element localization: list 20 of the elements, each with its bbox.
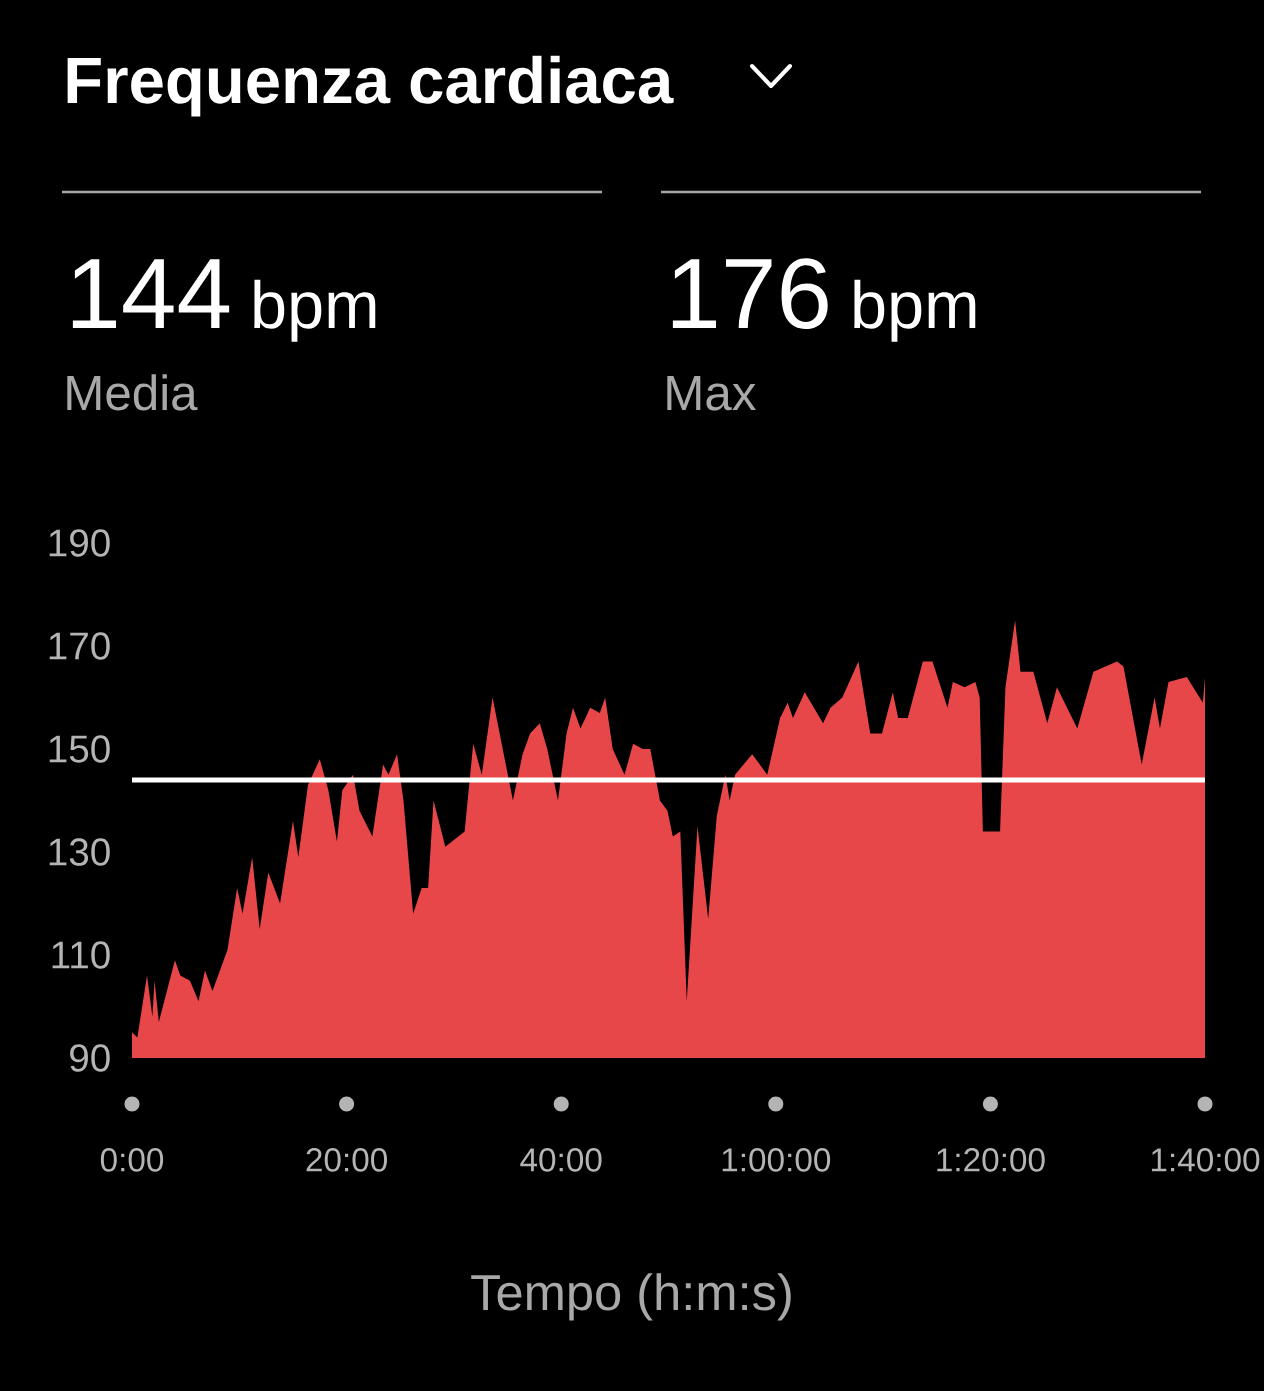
y-tick-label: 190 [49,529,110,557]
y-tick-label: 110 [52,941,110,969]
chart-title: Frequenza cardiaca [67,55,674,117]
y-tick-label: 90 [70,1044,110,1072]
y-tick-label: 150 [49,735,110,763]
text: bpm [854,279,976,342]
x-tick-label: 40:00 [520,1148,602,1172]
text: Max [667,376,756,411]
text: 144 [72,259,230,328]
x-tick-label: 20:00 [306,1148,387,1172]
x-tick-label: 1:40:00 [1151,1148,1260,1172]
x-tick-label: 0:00 [100,1148,164,1172]
text: bpm [254,279,376,342]
x-axis-title: Tempo (h:m:s) [471,1273,791,1321]
text: 176 [672,258,828,329]
x-tick-label: 1:20:00 [937,1148,1045,1172]
text: Media [67,374,198,411]
y-tick-label: 130 [49,838,110,866]
y-tick-label: 170 [49,632,110,660]
x-tick-label: 1:00:00 [722,1148,831,1172]
